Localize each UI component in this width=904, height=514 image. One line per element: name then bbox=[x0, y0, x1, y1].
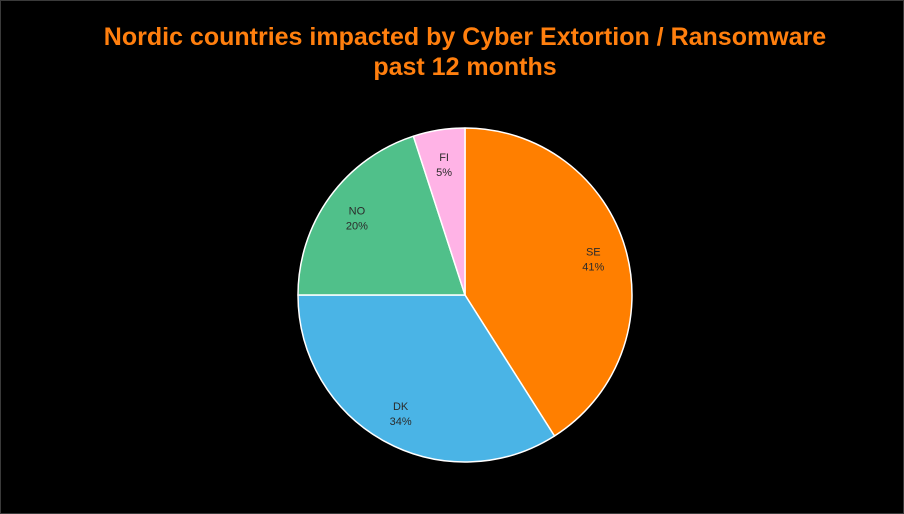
pie-label-category: FI bbox=[439, 152, 449, 164]
pie-labels: SE 41% DK 34% NO 20% FI 5% bbox=[346, 152, 605, 428]
pie-slice-no bbox=[297, 135, 466, 296]
pie-label-category: SE bbox=[586, 247, 601, 259]
pie-label-category: NO bbox=[349, 206, 366, 218]
pie-label-category: DK bbox=[393, 401, 409, 413]
pie-label-no: NO 20% bbox=[346, 206, 368, 233]
chart-title: Nordic countries impacted by Cyber Extor… bbox=[0, 22, 904, 82]
pie-label-percent: 20% bbox=[346, 221, 368, 233]
pie-label-percent: 41% bbox=[582, 262, 604, 274]
pie-label-percent: 5% bbox=[436, 167, 452, 179]
pie-slice-dk bbox=[297, 294, 556, 463]
pie-label-se: SE 41% bbox=[582, 247, 604, 274]
pie-label-dk: DK 34% bbox=[390, 401, 412, 428]
pie-slice-se bbox=[464, 127, 633, 437]
chart-title-line-2: past 12 months bbox=[373, 53, 557, 81]
chart-title-line-1: Nordic countries impacted by Cyber Extor… bbox=[103, 23, 827, 51]
pie-slices bbox=[297, 127, 633, 463]
pie-slice-fi bbox=[412, 127, 466, 296]
pie-label-fi: FI 5% bbox=[436, 152, 452, 179]
pie-label-percent: 34% bbox=[390, 416, 412, 428]
